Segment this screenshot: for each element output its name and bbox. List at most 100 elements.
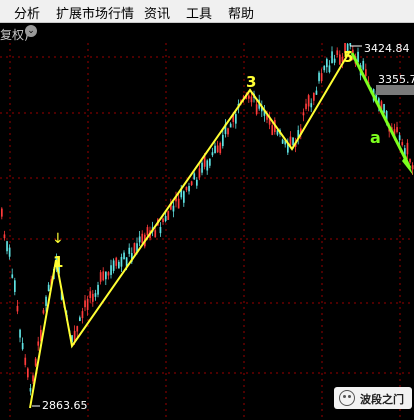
candle-body xyxy=(216,145,219,153)
candle-body xyxy=(411,165,414,170)
candle-body xyxy=(289,136,292,146)
candle-body xyxy=(6,241,8,252)
watermark: 波段之门 xyxy=(334,387,412,409)
candle-body xyxy=(76,326,79,332)
candle-body xyxy=(89,291,92,299)
candle-body xyxy=(219,142,222,154)
wave-5-label: 5 xyxy=(343,48,353,66)
candle-body xyxy=(307,95,310,107)
candle-body xyxy=(21,343,24,350)
candle-body xyxy=(263,109,266,116)
candle-body xyxy=(107,272,110,276)
candle-body xyxy=(292,137,294,146)
menu-help[interactable]: 帮助 xyxy=(228,7,255,22)
candle-body xyxy=(328,65,331,73)
candle-body xyxy=(320,73,323,82)
candle-body xyxy=(1,208,3,217)
menu-news[interactable]: 资讯 xyxy=(144,7,171,22)
candle-body xyxy=(79,317,81,321)
candle-body xyxy=(305,103,307,110)
candle-body xyxy=(128,247,131,254)
chevron-down-icon[interactable]: ⌄ xyxy=(25,25,37,37)
candle-body xyxy=(110,265,112,275)
candle-body xyxy=(235,114,237,124)
candle-body xyxy=(141,233,144,244)
candle-body xyxy=(19,329,21,338)
menu-bar: 分析 扩展市场行情 资讯 工具 帮助 xyxy=(0,0,414,23)
candle-body xyxy=(331,51,333,64)
candle-body xyxy=(29,388,32,392)
correction-wave-line xyxy=(350,52,412,169)
candle-body xyxy=(206,160,209,171)
candle-body xyxy=(45,296,47,306)
candle-body xyxy=(112,260,115,271)
candle-body xyxy=(164,215,167,222)
candle-body xyxy=(313,92,315,101)
candle-body xyxy=(341,56,344,63)
candle-body xyxy=(11,274,14,278)
candle-body xyxy=(180,188,183,198)
chart-labels: 3424.84 2863.65 3355.7 1 ↓ 3 5 a xyxy=(42,43,414,412)
candle-body xyxy=(214,145,216,154)
candle-body xyxy=(8,247,11,257)
candle-body xyxy=(232,113,235,122)
candle-body xyxy=(401,142,404,146)
menu-tools[interactable]: 工具 xyxy=(186,7,213,22)
candle-body xyxy=(24,357,27,365)
low-price-label: 2863.65 xyxy=(42,399,88,412)
candle-body xyxy=(211,152,214,156)
candle-body xyxy=(37,341,40,346)
candle-body xyxy=(131,253,133,262)
candle-body xyxy=(73,330,76,341)
candle-body xyxy=(97,284,99,295)
candle-body xyxy=(58,263,60,274)
menu-extended-market[interactable]: 扩展市场行情 xyxy=(56,7,135,22)
candle-body xyxy=(297,130,300,139)
candle-body xyxy=(383,104,385,113)
candle-body xyxy=(175,196,177,202)
candle-body xyxy=(177,198,180,209)
candle-body xyxy=(229,123,232,128)
candle-body xyxy=(346,43,349,53)
candle-body xyxy=(323,66,326,71)
candle-body xyxy=(396,127,398,133)
candle-body xyxy=(99,272,102,282)
candle-body xyxy=(248,95,250,99)
adjust-mode-label: 复权) xyxy=(0,28,29,42)
candle-body xyxy=(190,181,193,186)
candle-body xyxy=(261,106,263,112)
candle-body xyxy=(333,58,336,63)
menu-analysis[interactable]: 分析 xyxy=(14,7,41,22)
correction-arrow-icon xyxy=(402,155,413,175)
candle-body xyxy=(115,257,118,266)
candle-body xyxy=(315,90,318,95)
candle-body xyxy=(281,139,284,144)
candle-body xyxy=(222,134,224,147)
right-price-label: 3355.7 xyxy=(378,73,414,86)
candle-body xyxy=(138,236,141,243)
candle-body xyxy=(224,123,227,135)
candle-body xyxy=(40,329,42,342)
candle-body xyxy=(287,144,289,153)
candle-body xyxy=(170,202,172,210)
candle-body xyxy=(123,252,125,260)
candle-body xyxy=(201,162,203,173)
candle-body xyxy=(133,243,136,254)
candle-body xyxy=(193,173,196,180)
wechat-icon xyxy=(339,390,355,406)
wave-1-label: 1 xyxy=(53,253,63,271)
candle-body xyxy=(162,218,164,223)
candle-body xyxy=(94,293,97,297)
candle-body xyxy=(250,96,253,103)
candle-body xyxy=(34,358,37,366)
candle-body xyxy=(14,280,16,292)
candle-body xyxy=(196,179,198,186)
candle-body xyxy=(172,205,175,212)
candle-body xyxy=(302,112,305,116)
candle-body xyxy=(32,375,34,382)
candle-body xyxy=(42,310,45,314)
kline-chart[interactable]: 3424.84 2863.65 3355.7 1 ↓ 3 5 a xyxy=(0,43,414,420)
candlesticks xyxy=(1,43,414,407)
candle-body xyxy=(167,211,170,220)
candle-body xyxy=(310,103,313,108)
